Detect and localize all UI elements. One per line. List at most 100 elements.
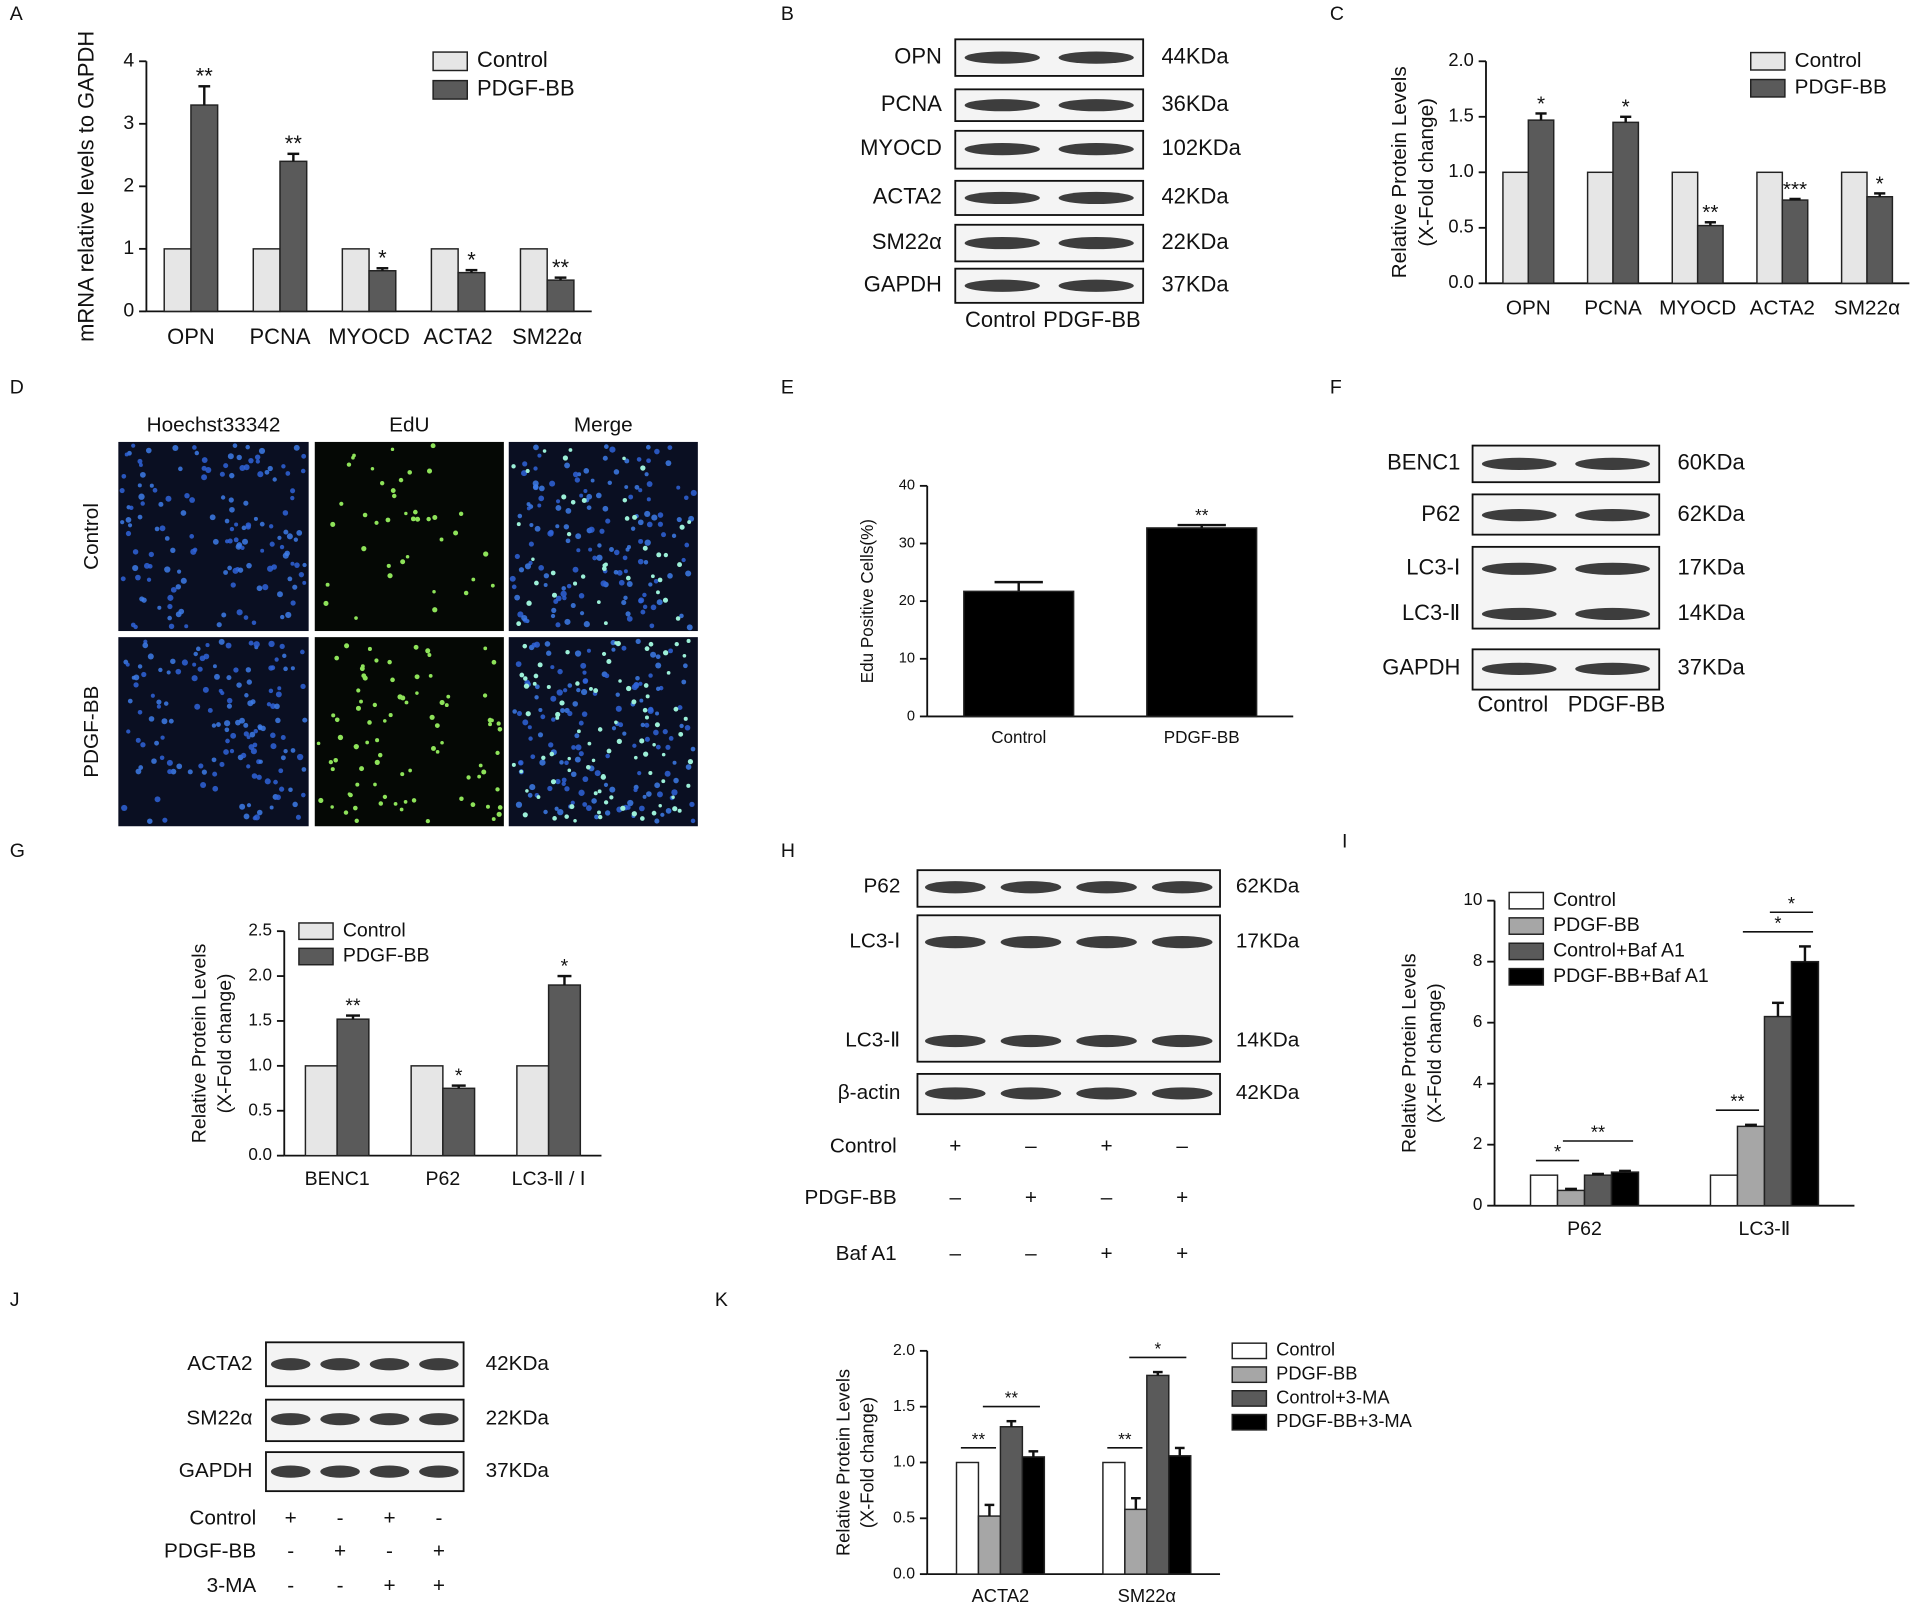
nucleus <box>578 789 585 796</box>
edu-nucleus <box>477 774 482 779</box>
blot-row-label: SM22α <box>186 1407 252 1430</box>
nucleus <box>243 722 249 728</box>
nucleus <box>129 505 134 510</box>
panel-label: H <box>781 840 795 862</box>
blot-band <box>270 1465 311 1478</box>
edu-nucleus <box>362 512 368 518</box>
nucleus <box>246 679 252 685</box>
blot-band <box>1151 881 1213 894</box>
nucleus <box>168 718 174 724</box>
nucleus <box>524 563 532 570</box>
edu-nucleus <box>672 806 678 812</box>
blot-size-label: 14KDa <box>1236 1028 1300 1051</box>
blot-band <box>320 1413 360 1426</box>
nucleus <box>198 763 204 769</box>
nucleus <box>676 485 681 490</box>
significance-label: ** <box>972 1430 986 1449</box>
blot-band <box>1076 1034 1137 1048</box>
blot-row-label: PCNA <box>881 91 942 116</box>
nucleus <box>216 622 222 628</box>
legend-label: Control+3-MA <box>1276 1386 1390 1407</box>
nucleus <box>551 607 557 613</box>
nucleus <box>684 542 690 548</box>
x-tick-label: SM22α <box>512 324 582 349</box>
y-tick-label: 2.5 <box>248 921 272 940</box>
edu-nucleus <box>567 756 571 761</box>
edu-nucleus <box>483 646 488 651</box>
treatment-sign: + <box>433 1574 445 1597</box>
nucleus <box>630 526 636 531</box>
nucleus <box>236 542 243 549</box>
nucleus <box>132 564 139 572</box>
nucleus <box>564 618 571 625</box>
nucleus <box>625 611 631 617</box>
bar <box>977 1515 1002 1575</box>
significance-label: ** <box>1591 1122 1605 1143</box>
nucleus <box>664 770 671 777</box>
edu-nucleus <box>352 805 358 811</box>
nucleus <box>201 474 208 481</box>
blot-row-label: GAPDH <box>864 272 942 297</box>
nucleus <box>645 444 651 450</box>
edu-nucleus <box>511 464 516 469</box>
edu-nucleus <box>614 720 618 725</box>
nucleus <box>642 592 647 598</box>
treatment-label: PDGF-BB <box>164 1540 256 1563</box>
nucleus <box>257 724 263 730</box>
nucleus <box>300 683 306 690</box>
nucleus <box>537 503 542 508</box>
nucleus <box>543 573 550 579</box>
nucleus <box>609 547 614 552</box>
nucleus <box>145 447 152 454</box>
nucleus <box>226 675 232 681</box>
edu-nucleus <box>596 600 601 605</box>
panel-label: K <box>715 1289 728 1311</box>
nucleus <box>227 538 233 544</box>
legend-swatch <box>1231 1413 1268 1431</box>
nucleus <box>651 514 658 521</box>
legend-label: Control+Baf A1 <box>1553 940 1685 962</box>
significance-label: *** <box>1783 178 1807 201</box>
nucleus <box>219 471 225 477</box>
nucleus <box>656 791 663 798</box>
nucleus <box>572 701 579 707</box>
blot-band <box>1151 1034 1213 1048</box>
nucleus <box>190 548 197 555</box>
edu-nucleus <box>459 796 464 801</box>
nucleus <box>170 658 176 665</box>
edu-nucleus <box>671 795 675 799</box>
bar <box>1671 171 1699 285</box>
x-tick-label: Control <box>991 728 1046 747</box>
lane-label: Control <box>1477 691 1548 716</box>
edu-nucleus <box>656 552 662 558</box>
nucleus <box>533 466 538 471</box>
nucleus <box>537 732 544 738</box>
nucleus <box>626 615 633 622</box>
blot-band <box>964 99 1040 112</box>
nucleus <box>550 695 557 702</box>
y-tick-label: 1.5 <box>248 1010 272 1029</box>
nucleus <box>634 484 640 490</box>
nucleus <box>646 481 653 487</box>
edu-nucleus <box>657 577 663 583</box>
x-tick-label: BENC1 <box>305 1168 370 1190</box>
edu-nucleus <box>439 700 445 706</box>
edu-nucleus <box>609 795 614 800</box>
blot-band <box>320 1358 360 1371</box>
nucleus <box>234 522 239 527</box>
legend-swatch <box>298 922 334 941</box>
nucleus <box>148 551 154 558</box>
nucleus <box>521 614 528 622</box>
blot-size-label: 14KDa <box>1678 600 1746 625</box>
y-tick-label: 0 <box>907 708 915 724</box>
nucleus <box>673 777 679 784</box>
nucleus <box>201 465 207 471</box>
edu-nucleus <box>374 658 379 663</box>
bar <box>1790 960 1820 1207</box>
nucleus <box>242 538 249 545</box>
nucleus <box>258 447 266 455</box>
nucleus <box>229 472 235 479</box>
bar <box>1146 1374 1170 1575</box>
edu-nucleus <box>516 522 521 527</box>
blot-band <box>1481 662 1557 675</box>
